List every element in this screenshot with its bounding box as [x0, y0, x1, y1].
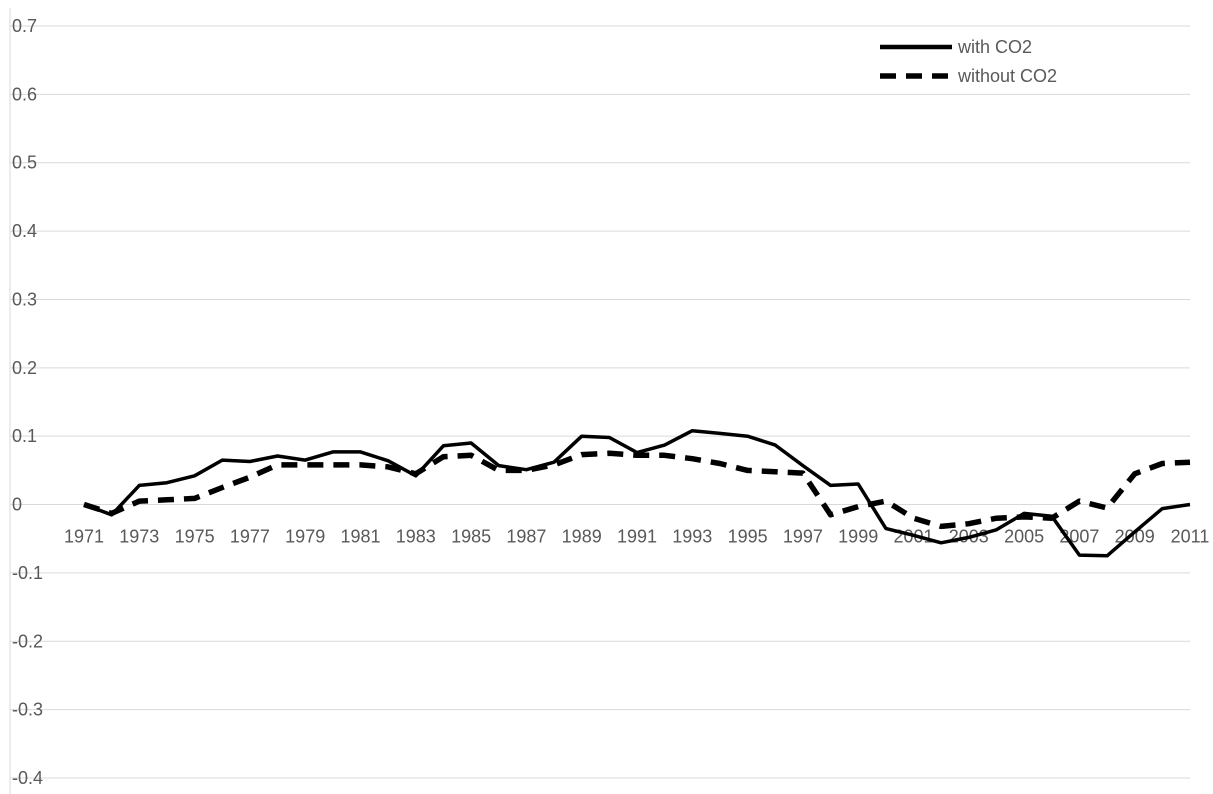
y-tick-label-0-2: 0.2	[12, 358, 37, 378]
x-tick-label-1991: 1991	[617, 527, 657, 547]
y-tick-label-0-4: 0.4	[12, 221, 37, 241]
x-tick-label-1989: 1989	[562, 527, 602, 547]
y-tick-label-0-3: -0.3	[12, 700, 43, 720]
x-tick-label-1999: 1999	[838, 527, 878, 547]
x-tick-label-1981: 1981	[340, 527, 380, 547]
y-tick-label-0-1: 0.1	[12, 426, 37, 446]
y-tick-label-0-4: -0.4	[12, 768, 43, 788]
gridlines	[10, 25, 1190, 779]
y-tick-label-0-5: 0.5	[12, 153, 37, 173]
x-tick-label-1971: 1971	[64, 527, 104, 547]
y-tick-label-0-3: 0.3	[12, 289, 37, 309]
x-tick-label-1987: 1987	[506, 527, 546, 547]
y-tick-label-0: 0	[12, 495, 22, 515]
x-tick-label-1985: 1985	[451, 527, 491, 547]
x-axis: 1971 1973 1975 1977 1979 1981 1983 1985 1987 1989…	[64, 527, 1209, 547]
series-line-without-co2	[83, 450, 1191, 530]
x-tick-label-2011: 2011	[1171, 527, 1210, 547]
x-tick-label-2005: 2005	[1004, 527, 1044, 547]
x-tick-label-1979: 1979	[285, 527, 325, 547]
y-tick-label-0-6: 0.6	[12, 84, 37, 104]
y-tick-label-0-2: -0.2	[12, 631, 43, 651]
x-tick-label-1995: 1995	[728, 527, 768, 547]
legend-label-without-co2: without CO2	[957, 66, 1057, 86]
x-tick-label-1977: 1977	[230, 527, 270, 547]
x-tick-label-1975: 1975	[175, 527, 215, 547]
y-tick-label-0-7: 0.7	[12, 16, 37, 36]
x-tick-label-1983: 1983	[396, 527, 436, 547]
x-tick-label-1973: 1973	[119, 527, 159, 547]
x-tick-label-1993: 1993	[672, 527, 712, 547]
y-tick-label-0-1: -0.1	[12, 563, 43, 583]
legend-label-with-co2: with CO2	[957, 37, 1032, 57]
legend: with CO2 without CO2	[880, 37, 1057, 86]
x-tick-label-1997: 1997	[783, 527, 823, 547]
y-axis: 0.7 0.6 0.5 0.4 0.3 0.2 0.1 0 -0.1 -0.2 -0.3 -0.4	[9, 8, 43, 794]
series-lines	[83, 428, 1191, 558]
